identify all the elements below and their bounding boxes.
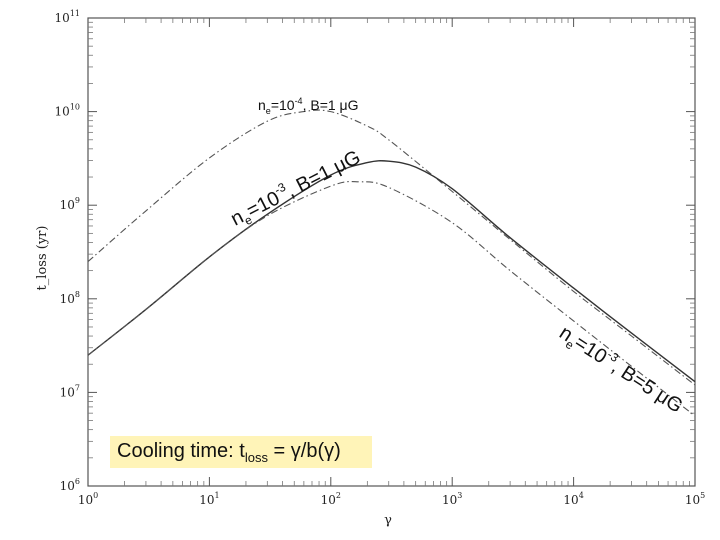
series-line-2 xyxy=(87,160,696,383)
x-tick-label: 101 xyxy=(199,491,219,507)
series-layer xyxy=(87,109,696,417)
annotation-middle: ne=10-3, B=1 μG xyxy=(226,144,366,234)
x-tick-label: 100 xyxy=(78,491,98,507)
y-tick-label: 108 xyxy=(60,290,80,306)
series-line-3 xyxy=(87,180,696,417)
y-tick-label: 1010 xyxy=(55,103,80,119)
plot-frame xyxy=(87,17,696,487)
axis-ticks: 100 101 102 103 104 105 106 107 108 109 1010 1011 xyxy=(55,9,706,507)
y-tick-label: 109 xyxy=(60,196,80,212)
legend-formula: = γ/b(γ) xyxy=(267,440,341,462)
x-axis-label: γ xyxy=(384,513,392,528)
y-tick-label: 106 xyxy=(60,477,80,493)
cooling-time-legend: Cooling time: tloss = γ/b(γ) xyxy=(110,436,372,468)
annotation-top: ne=10-4, B=1 μG xyxy=(258,96,359,116)
x-tick-label: 105 xyxy=(685,491,705,507)
y-tick-label: 1011 xyxy=(55,9,80,25)
annotation-right: ne=10-3, B=5 μG xyxy=(554,319,689,420)
y-axis-label: t_loss (yr) xyxy=(35,226,50,291)
series-line-1 xyxy=(87,109,696,386)
x-tick-label: 104 xyxy=(563,491,583,507)
legend-prefix: Cooling time: t xyxy=(117,440,245,462)
x-tick-label: 103 xyxy=(442,491,462,507)
y-tick-label: 107 xyxy=(60,383,80,399)
legend-sub: loss xyxy=(244,450,268,465)
x-tick-label: 102 xyxy=(321,491,341,507)
